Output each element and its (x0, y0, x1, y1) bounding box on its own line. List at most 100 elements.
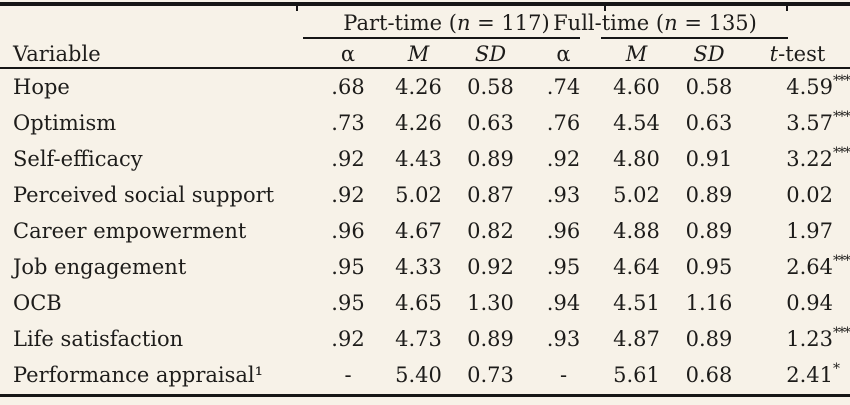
cell-t-test: 0.94 (745, 291, 850, 315)
t-test-suffix: -test (778, 41, 826, 66)
table-row: Career empowerment .96 4.67 0.82 .96 4.88 0.89… (0, 213, 850, 249)
cell-ft-mean: 4.51 (613, 291, 660, 315)
cell-ft-alpha: .96 (546, 219, 581, 243)
cell-ft-sd: 0.89 (685, 183, 733, 207)
cell-pt-mean: 4.73 (395, 327, 442, 351)
cell-pt-sd: 0.82 (467, 219, 514, 243)
t-value: 4.59 (786, 75, 833, 99)
t-value: 2.41 (786, 363, 833, 387)
cell-ft-mean: 4.54 (613, 111, 660, 135)
significance-stars: *** (833, 109, 850, 125)
cell-t-test: 0.02 (745, 183, 850, 207)
column-boundary-tick (786, 6, 788, 11)
table-row: Hope .68 4.26 0.58 .74 4.60 0.58 4.59 *** (0, 69, 850, 105)
n-variable: n (456, 11, 471, 35)
cell-ft-alpha: .93 (546, 183, 581, 207)
cell-ft-mean: 4.88 (613, 219, 660, 243)
full-time-underline (601, 37, 788, 39)
cell-pt-mean: 5.02 (395, 183, 442, 207)
group-label-text: = 117) (470, 11, 550, 35)
cell-ft-alpha: .74 (546, 75, 581, 99)
cell-ft-mean: 5.02 (613, 183, 660, 207)
cell-pt-mean: 5.40 (395, 363, 442, 387)
group-header-part-time: Part-time (n = 117) (313, 8, 580, 38)
cell-pt-alpha: .95 (331, 255, 365, 279)
t-symbol: t (769, 41, 779, 66)
column-header-row: Variable α M SD α M SD t -test (0, 40, 850, 67)
group-label-text: = 135) (677, 11, 757, 35)
cell-ft-mean: 5.61 (613, 363, 660, 387)
cell-ft-sd: 0.68 (685, 363, 733, 387)
cell-variable: Job engagement (13, 255, 187, 279)
cell-pt-alpha: .92 (331, 327, 365, 351)
cell-pt-mean: 4.26 (395, 75, 442, 99)
cell-ft-sd: 0.58 (685, 75, 733, 99)
cell-variable: Hope (13, 75, 70, 99)
column-boundary-tick (604, 6, 606, 11)
cell-pt-alpha: .68 (331, 75, 365, 99)
column-boundary-tick (296, 6, 298, 11)
cell-pt-mean: 4.65 (395, 291, 442, 315)
cell-variable: Self-efficacy (13, 147, 143, 171)
cell-variable: Performance appraisal¹ (13, 363, 264, 387)
cell-pt-sd: 0.63 (467, 111, 514, 135)
cell-pt-mean: 4.67 (395, 219, 442, 243)
cell-pt-sd: 1.30 (467, 291, 514, 315)
cell-pt-alpha: - (344, 363, 352, 387)
cell-pt-mean: 4.26 (395, 111, 442, 135)
cell-ft-sd: 0.63 (685, 111, 733, 135)
t-value: 3.57 (786, 111, 833, 135)
cell-variable: Career empowerment (13, 219, 247, 243)
cell-pt-sd: 0.87 (467, 183, 514, 207)
t-value: 0.02 (786, 183, 833, 207)
t-value: 1.23 (786, 327, 833, 351)
cell-pt-sd: 0.92 (467, 255, 514, 279)
header-ft-sd: SD (693, 41, 725, 66)
cell-pt-alpha: .95 (331, 291, 365, 315)
cell-pt-mean: 4.43 (395, 147, 442, 171)
cell-t-test: 2.64 *** (745, 253, 850, 279)
cell-t-test: 1.97 (745, 219, 850, 243)
table-top-rule (0, 2, 850, 6)
part-time-underline (303, 37, 580, 39)
table-row: Self-efficacy .92 4.43 0.89 .92 4.80 0.91 3.22 *… (0, 141, 850, 177)
cell-variable: Perceived social support (13, 183, 275, 207)
cell-ft-mean: 4.64 (613, 255, 660, 279)
table-row: Optimism .73 4.26 0.63 .76 4.54 0.63 3.57 *** (0, 105, 850, 141)
cell-ft-sd: 0.91 (685, 147, 733, 171)
significance-stars: *** (833, 73, 850, 89)
header-pt-alpha: α (340, 41, 356, 66)
cell-ft-alpha: .93 (546, 327, 581, 351)
table-row: Job engagement .95 4.33 0.92 .95 4.64 0.95 2.64… (0, 249, 850, 285)
significance-stars: * (833, 361, 840, 377)
header-ft-alpha: α (556, 41, 571, 66)
cell-ft-sd: 0.95 (685, 255, 733, 279)
t-value: 3.22 (786, 147, 833, 171)
cell-t-test: 3.22 *** (745, 145, 850, 171)
t-value: 1.97 (786, 219, 833, 243)
header-pt-sd: SD (474, 41, 507, 66)
group-label-text: Part-time ( (343, 11, 457, 35)
cell-variable: Life satisfaction (13, 327, 184, 351)
cell-t-test: 1.23 *** (745, 325, 850, 351)
significance-stars: *** (833, 253, 850, 269)
cell-ft-mean: 4.80 (613, 147, 660, 171)
table-row: OCB .95 4.65 1.30 .94 4.51 1.16 0.94 (0, 285, 850, 321)
cell-pt-mean: 4.33 (395, 255, 442, 279)
cell-ft-sd: 1.16 (685, 291, 733, 315)
cell-t-test: 3.57 *** (745, 109, 850, 135)
table-body: Hope .68 4.26 0.58.74 4.60 0.58 4.59 *** Optimis… (0, 69, 850, 393)
header-ft-mean: M (625, 41, 648, 66)
significance-stars: *** (833, 145, 850, 161)
cell-pt-sd: 0.89 (467, 327, 514, 351)
header-variable: Variable (13, 41, 101, 66)
group-label-text: Full-time ( (553, 11, 665, 35)
cell-t-test: 2.41 * (745, 361, 850, 387)
header-t-test: t -test (745, 42, 850, 66)
cell-ft-mean: 4.60 (613, 75, 660, 99)
t-value: 2.64 (786, 255, 833, 279)
cell-ft-alpha: .76 (546, 111, 581, 135)
cell-ft-mean: 4.87 (613, 327, 660, 351)
cell-ft-alpha: .94 (546, 291, 581, 315)
